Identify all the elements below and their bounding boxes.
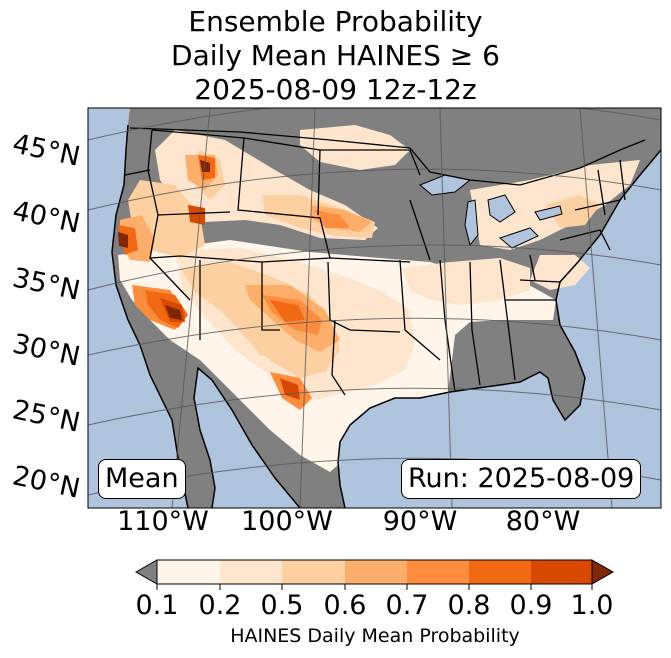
colorbar-segment-3	[282, 560, 345, 584]
state-borders	[124, 129, 626, 396]
run-date-label: Run: 2025-08-09	[401, 459, 642, 499]
coastline	[111, 124, 661, 508]
colorbar-tick: 0.8	[447, 590, 491, 621]
lon-label-110w: 110°W	[117, 506, 209, 537]
colorbar-segment-4	[345, 560, 407, 584]
colorbar-tick: 0.5	[260, 590, 304, 621]
colorbar-segment-6	[469, 560, 531, 584]
title-line-1: Ensemble Probability	[188, 5, 483, 38]
title-line-3: 2025-08-09 12z-12z	[194, 73, 477, 106]
lon-label-100w: 100°W	[241, 506, 333, 537]
colorbar-segment-5	[407, 560, 469, 584]
colorbar-tick: 0.2	[198, 590, 242, 621]
colorbar-tick: 0.1	[135, 590, 179, 621]
colorbar-segment-1	[157, 560, 220, 584]
colorbar-tick: 0.7	[385, 590, 429, 621]
mean-label: Mean	[98, 459, 186, 499]
country-border	[129, 127, 646, 186]
graticule	[88, 108, 661, 508]
colorbar-label: HAINES Daily Mean Probability	[230, 625, 520, 647]
colorbar-tick: 0.6	[323, 590, 367, 621]
colorbar-segment-7	[531, 560, 592, 584]
title-line-2: Daily Mean HAINES ≥ 6	[171, 39, 500, 72]
colorbar-over-arrow	[591, 559, 615, 585]
colorbar-under-arrow	[134, 559, 158, 585]
great-lakes	[419, 174, 563, 249]
colorbar-tick: 0.9	[509, 590, 553, 621]
lon-label-80w: 80°W	[505, 506, 581, 537]
map-panel	[88, 108, 661, 508]
map-frame	[87, 107, 662, 509]
colorbar-tick: 1.0	[570, 590, 614, 621]
colorbar-segment-2	[220, 560, 282, 584]
colorbar	[134, 559, 615, 590]
lon-label-90w: 90°W	[382, 506, 458, 537]
colorbar-frame	[156, 559, 593, 585]
